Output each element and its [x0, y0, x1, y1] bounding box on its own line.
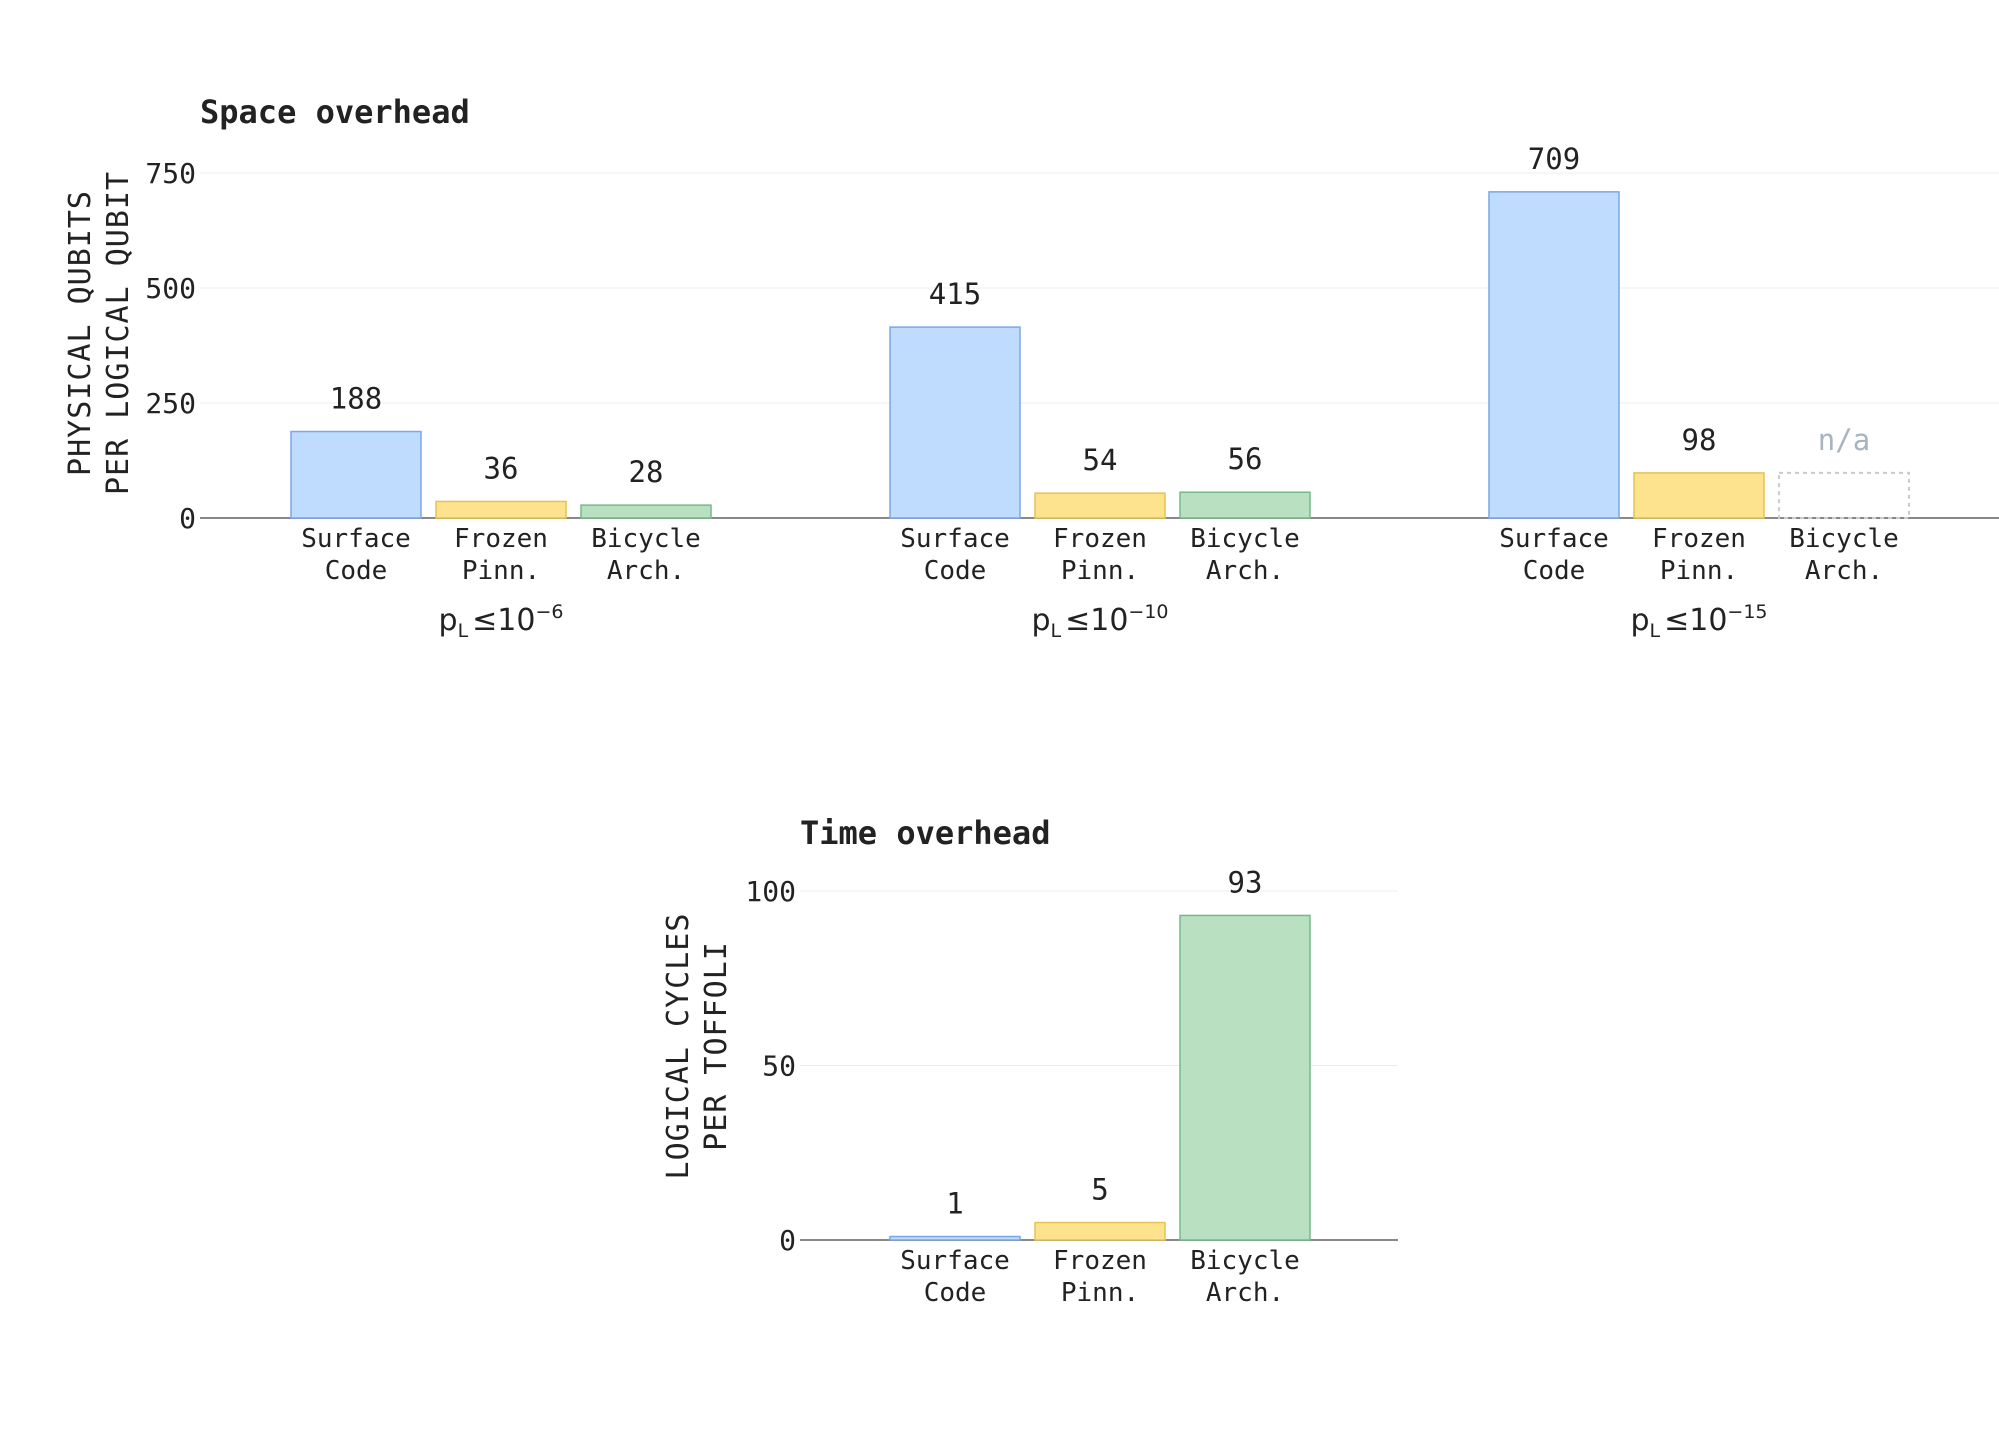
space-chart-title: Space overhead — [200, 93, 470, 131]
space-g3-category-label-line1: Surface — [1499, 524, 1609, 554]
space-g1-bar-bicycle-label: 28 — [629, 455, 664, 489]
time-bar-bicycle-label: 93 — [1228, 865, 1263, 899]
space-g2-category-label-line2: Arch. — [1206, 556, 1284, 586]
space-g2-category-label-line1: Frozen — [1053, 524, 1147, 554]
space-g3-category-label-line2: Code — [1523, 556, 1586, 586]
space-g3-bar-surface-label: 709 — [1528, 142, 1580, 176]
space-y-axis-title-line2: PER LOGICAL QUBIT — [101, 171, 136, 495]
time-bar-surface-label: 1 — [946, 1187, 963, 1221]
time-chart-title: Time overhead — [800, 814, 1050, 852]
space-g2-category-label-line1: Bicycle — [1190, 524, 1300, 554]
space-g2-category-label-line2: Code — [924, 556, 987, 586]
space-group-label: pL ≤10−6 — [439, 601, 564, 642]
space-g3-category-label-line1: Bicycle — [1789, 524, 1899, 554]
space-g1-bar-frozen-label: 36 — [484, 451, 519, 485]
time-y-tick-label: 0 — [779, 1224, 796, 1257]
space-g3-category-label-line2: Pinn. — [1660, 556, 1738, 586]
space-g2-category-label-line2: Pinn. — [1061, 556, 1139, 586]
space-g1-bar-surface — [290, 430, 422, 519]
time-y-axis-title-line1: LOGICAL CYCLES — [661, 913, 696, 1180]
time-y-axis-title-line2: PER TOFFOLI — [699, 941, 734, 1151]
time-bar-surface — [889, 1235, 1021, 1241]
space-g1-category-label-line2: Code — [325, 556, 388, 586]
space-g1-bar-surface-label: 188 — [330, 382, 382, 416]
space-g1-category-label-line2: Pinn. — [462, 556, 540, 586]
time-overhead-chart: Time overhead LOGICAL CYCLES PER TOFFOLI… — [661, 814, 1398, 1308]
space-g3-bar-bicycle-na — [1778, 471, 1910, 520]
time-category-label-line1: Bicycle — [1190, 1246, 1300, 1276]
space-g2-bar-bicycle-label: 56 — [1228, 442, 1263, 476]
space-group-label: pL ≤10−15 — [1630, 601, 1767, 642]
space-g1-category-label-line1: Surface — [301, 524, 411, 554]
space-g1-category-label-line2: Arch. — [607, 556, 685, 586]
space-g1-category-label-line1: Bicycle — [591, 524, 701, 554]
space-g2-bar-surface-label: 415 — [929, 277, 981, 311]
space-y-axis-title-line1: PHYSICAL QUBITS — [63, 190, 98, 476]
time-category-label-line1: Frozen — [1053, 1246, 1147, 1276]
time-category-label-line1: Surface — [900, 1246, 1010, 1276]
space-y-tick-label: 750 — [145, 157, 196, 190]
space-y-tick-label: 250 — [145, 387, 196, 420]
space-y-tick-label: 0 — [179, 502, 196, 535]
time-category-label-line2: Pinn. — [1061, 1278, 1139, 1308]
space-g1-category-label-line1: Frozen — [454, 524, 548, 554]
space-g3-bar-bicycle-label: n/a — [1818, 423, 1870, 457]
space-g2-bar-bicycle — [1179, 491, 1311, 519]
space-g2-bar-frozen — [1034, 492, 1166, 519]
space-group-label: pL ≤10−10 — [1031, 601, 1168, 642]
space-g3-bar-surface — [1488, 191, 1620, 519]
space-g3-category-label-line2: Arch. — [1805, 556, 1883, 586]
time-bar-bicycle — [1179, 914, 1311, 1241]
space-g1-bar-frozen — [435, 500, 567, 519]
space-overhead-chart: Space overhead PHYSICAL QUBITS PER LOGIC… — [63, 93, 1999, 642]
space-g2-bar-surface — [889, 326, 1021, 519]
time-category-label-line2: Code — [924, 1278, 987, 1308]
time-category-label-line2: Arch. — [1206, 1278, 1284, 1308]
space-g3-category-label-line1: Frozen — [1652, 524, 1746, 554]
space-y-tick-label: 500 — [145, 272, 196, 305]
space-g3-bar-frozen-label: 98 — [1682, 423, 1717, 457]
time-bar-frozen-label: 5 — [1091, 1173, 1108, 1207]
time-y-tick-label: 50 — [762, 1050, 796, 1083]
time-bar-frozen — [1034, 1221, 1166, 1241]
time-y-tick-label: 100 — [745, 875, 796, 908]
space-g3-bar-frozen — [1633, 472, 1765, 519]
space-g2-category-label-line1: Surface — [900, 524, 1010, 554]
space-g1-bar-bicycle — [580, 504, 712, 519]
space-g2-bar-frozen-label: 54 — [1083, 443, 1118, 477]
